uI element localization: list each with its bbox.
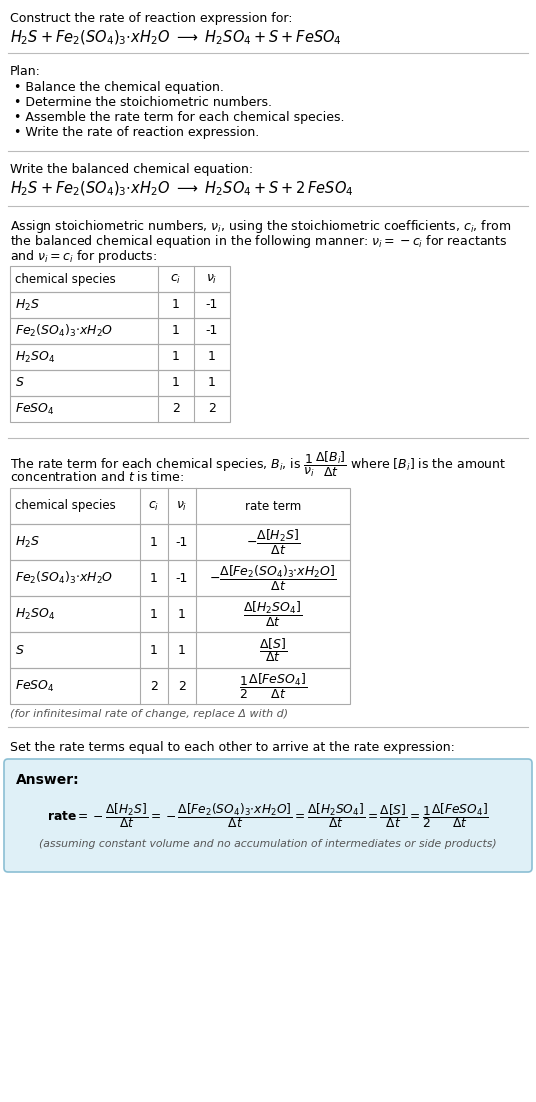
Bar bbox=[10, 292, 230, 318]
Text: $FeSO_4$: $FeSO_4$ bbox=[15, 679, 55, 693]
Text: $H_2S$: $H_2S$ bbox=[15, 298, 40, 313]
Text: chemical species: chemical species bbox=[15, 272, 116, 285]
Text: The rate term for each chemical species, $B_i$, is $\dfrac{1}{\nu_i}\dfrac{\Delt: The rate term for each chemical species,… bbox=[10, 450, 507, 479]
Text: -1: -1 bbox=[206, 299, 218, 312]
Text: concentration and $t$ is time:: concentration and $t$ is time: bbox=[10, 469, 184, 484]
Text: $\dfrac{\Delta[S]}{\Delta t}$: $\dfrac{\Delta[S]}{\Delta t}$ bbox=[259, 636, 287, 663]
Text: -1: -1 bbox=[176, 536, 188, 549]
Text: Plan:: Plan: bbox=[10, 65, 41, 78]
Text: • Assemble the rate term for each chemical species.: • Assemble the rate term for each chemic… bbox=[14, 111, 345, 125]
Text: -1: -1 bbox=[206, 324, 218, 337]
Text: 1: 1 bbox=[178, 644, 186, 657]
Text: rate term: rate term bbox=[245, 499, 301, 512]
Text: 2: 2 bbox=[208, 402, 216, 415]
Text: $H_2SO_4$: $H_2SO_4$ bbox=[15, 606, 55, 622]
Text: 1: 1 bbox=[172, 324, 180, 337]
Text: 1: 1 bbox=[150, 607, 158, 620]
Text: $\nu_i$: $\nu_i$ bbox=[176, 499, 188, 512]
Text: $S$: $S$ bbox=[15, 644, 25, 657]
Text: 1: 1 bbox=[150, 572, 158, 584]
Text: 2: 2 bbox=[150, 680, 158, 692]
Text: Assign stoichiometric numbers, $\nu_i$, using the stoichiometric coefficients, $: Assign stoichiometric numbers, $\nu_i$, … bbox=[10, 218, 511, 235]
Text: 1: 1 bbox=[150, 536, 158, 549]
Text: $H_2S + Fe_2(SO_4)_3{\cdot}xH_2O \ \longrightarrow \ H_2SO_4 + S + 2\,FeSO_4$: $H_2S + Fe_2(SO_4)_3{\cdot}xH_2O \ \long… bbox=[10, 180, 354, 198]
Text: Write the balanced chemical equation:: Write the balanced chemical equation: bbox=[10, 163, 253, 176]
Bar bbox=[10, 370, 230, 396]
Text: $\nu_i$: $\nu_i$ bbox=[206, 272, 218, 285]
FancyBboxPatch shape bbox=[4, 759, 532, 872]
Text: 1: 1 bbox=[150, 644, 158, 657]
Bar bbox=[10, 596, 350, 633]
Bar bbox=[10, 344, 230, 370]
Text: $c_i$: $c_i$ bbox=[148, 499, 160, 512]
Text: • Determine the stoichiometric numbers.: • Determine the stoichiometric numbers. bbox=[14, 96, 272, 109]
Text: 1: 1 bbox=[208, 350, 216, 364]
Text: (assuming constant volume and no accumulation of intermediates or side products): (assuming constant volume and no accumul… bbox=[39, 839, 497, 849]
Text: $S$: $S$ bbox=[15, 377, 25, 389]
Text: Answer:: Answer: bbox=[16, 773, 80, 787]
Bar bbox=[10, 633, 350, 668]
Text: $FeSO_4$: $FeSO_4$ bbox=[15, 401, 55, 417]
Bar bbox=[10, 523, 350, 560]
Text: $H_2S + Fe_2(SO_4)_3{\cdot}xH_2O \ \longrightarrow \ H_2SO_4 + S + FeSO_4$: $H_2S + Fe_2(SO_4)_3{\cdot}xH_2O \ \long… bbox=[10, 29, 342, 47]
Text: Construct the rate of reaction expression for:: Construct the rate of reaction expressio… bbox=[10, 12, 293, 25]
Text: 1: 1 bbox=[208, 377, 216, 389]
Text: $\mathbf{rate} = -\dfrac{\Delta[H_2S]}{\Delta t} = -\dfrac{\Delta[Fe_2(SO_4)_3{\: $\mathbf{rate} = -\dfrac{\Delta[H_2S]}{\… bbox=[47, 801, 489, 830]
Text: $\dfrac{1}{2}\dfrac{\Delta[FeSO_4]}{\Delta t}$: $\dfrac{1}{2}\dfrac{\Delta[FeSO_4]}{\Del… bbox=[239, 671, 307, 701]
Bar bbox=[10, 488, 350, 523]
Text: 1: 1 bbox=[172, 299, 180, 312]
Text: • Balance the chemical equation.: • Balance the chemical equation. bbox=[14, 82, 224, 94]
Text: 2: 2 bbox=[178, 680, 186, 692]
Text: 1: 1 bbox=[172, 350, 180, 364]
Text: $c_i$: $c_i$ bbox=[170, 272, 182, 285]
Bar bbox=[10, 668, 350, 704]
Text: (for infinitesimal rate of change, replace Δ with d): (for infinitesimal rate of change, repla… bbox=[10, 709, 288, 719]
Bar bbox=[10, 396, 230, 422]
Text: chemical species: chemical species bbox=[15, 499, 116, 512]
Text: $-\dfrac{\Delta[Fe_2(SO_4)_3{\cdot}xH_2O]}{\Delta t}$: $-\dfrac{\Delta[Fe_2(SO_4)_3{\cdot}xH_2O… bbox=[210, 563, 337, 593]
Text: $Fe_2(SO_4)_3{\cdot}xH_2O$: $Fe_2(SO_4)_3{\cdot}xH_2O$ bbox=[15, 570, 113, 586]
Bar bbox=[10, 318, 230, 344]
Text: Set the rate terms equal to each other to arrive at the rate expression:: Set the rate terms equal to each other t… bbox=[10, 741, 455, 754]
Bar bbox=[10, 266, 230, 292]
Bar bbox=[10, 560, 350, 596]
Text: 2: 2 bbox=[172, 402, 180, 415]
Text: and $\nu_i = c_i$ for products:: and $\nu_i = c_i$ for products: bbox=[10, 248, 157, 264]
Text: the balanced chemical equation in the following manner: $\nu_i = -c_i$ for react: the balanced chemical equation in the fo… bbox=[10, 233, 508, 250]
Text: • Write the rate of reaction expression.: • Write the rate of reaction expression. bbox=[14, 126, 259, 139]
Text: 1: 1 bbox=[172, 377, 180, 389]
Text: -1: -1 bbox=[176, 572, 188, 584]
Text: $\dfrac{\Delta[H_2SO_4]}{\Delta t}$: $\dfrac{\Delta[H_2SO_4]}{\Delta t}$ bbox=[243, 599, 303, 628]
Text: $H_2SO_4$: $H_2SO_4$ bbox=[15, 349, 55, 365]
Text: $-\dfrac{\Delta[H_2S]}{\Delta t}$: $-\dfrac{\Delta[H_2S]}{\Delta t}$ bbox=[246, 528, 300, 557]
Text: 1: 1 bbox=[178, 607, 186, 620]
Text: $H_2S$: $H_2S$ bbox=[15, 534, 40, 550]
Text: $Fe_2(SO_4)_3{\cdot}xH_2O$: $Fe_2(SO_4)_3{\cdot}xH_2O$ bbox=[15, 323, 113, 339]
